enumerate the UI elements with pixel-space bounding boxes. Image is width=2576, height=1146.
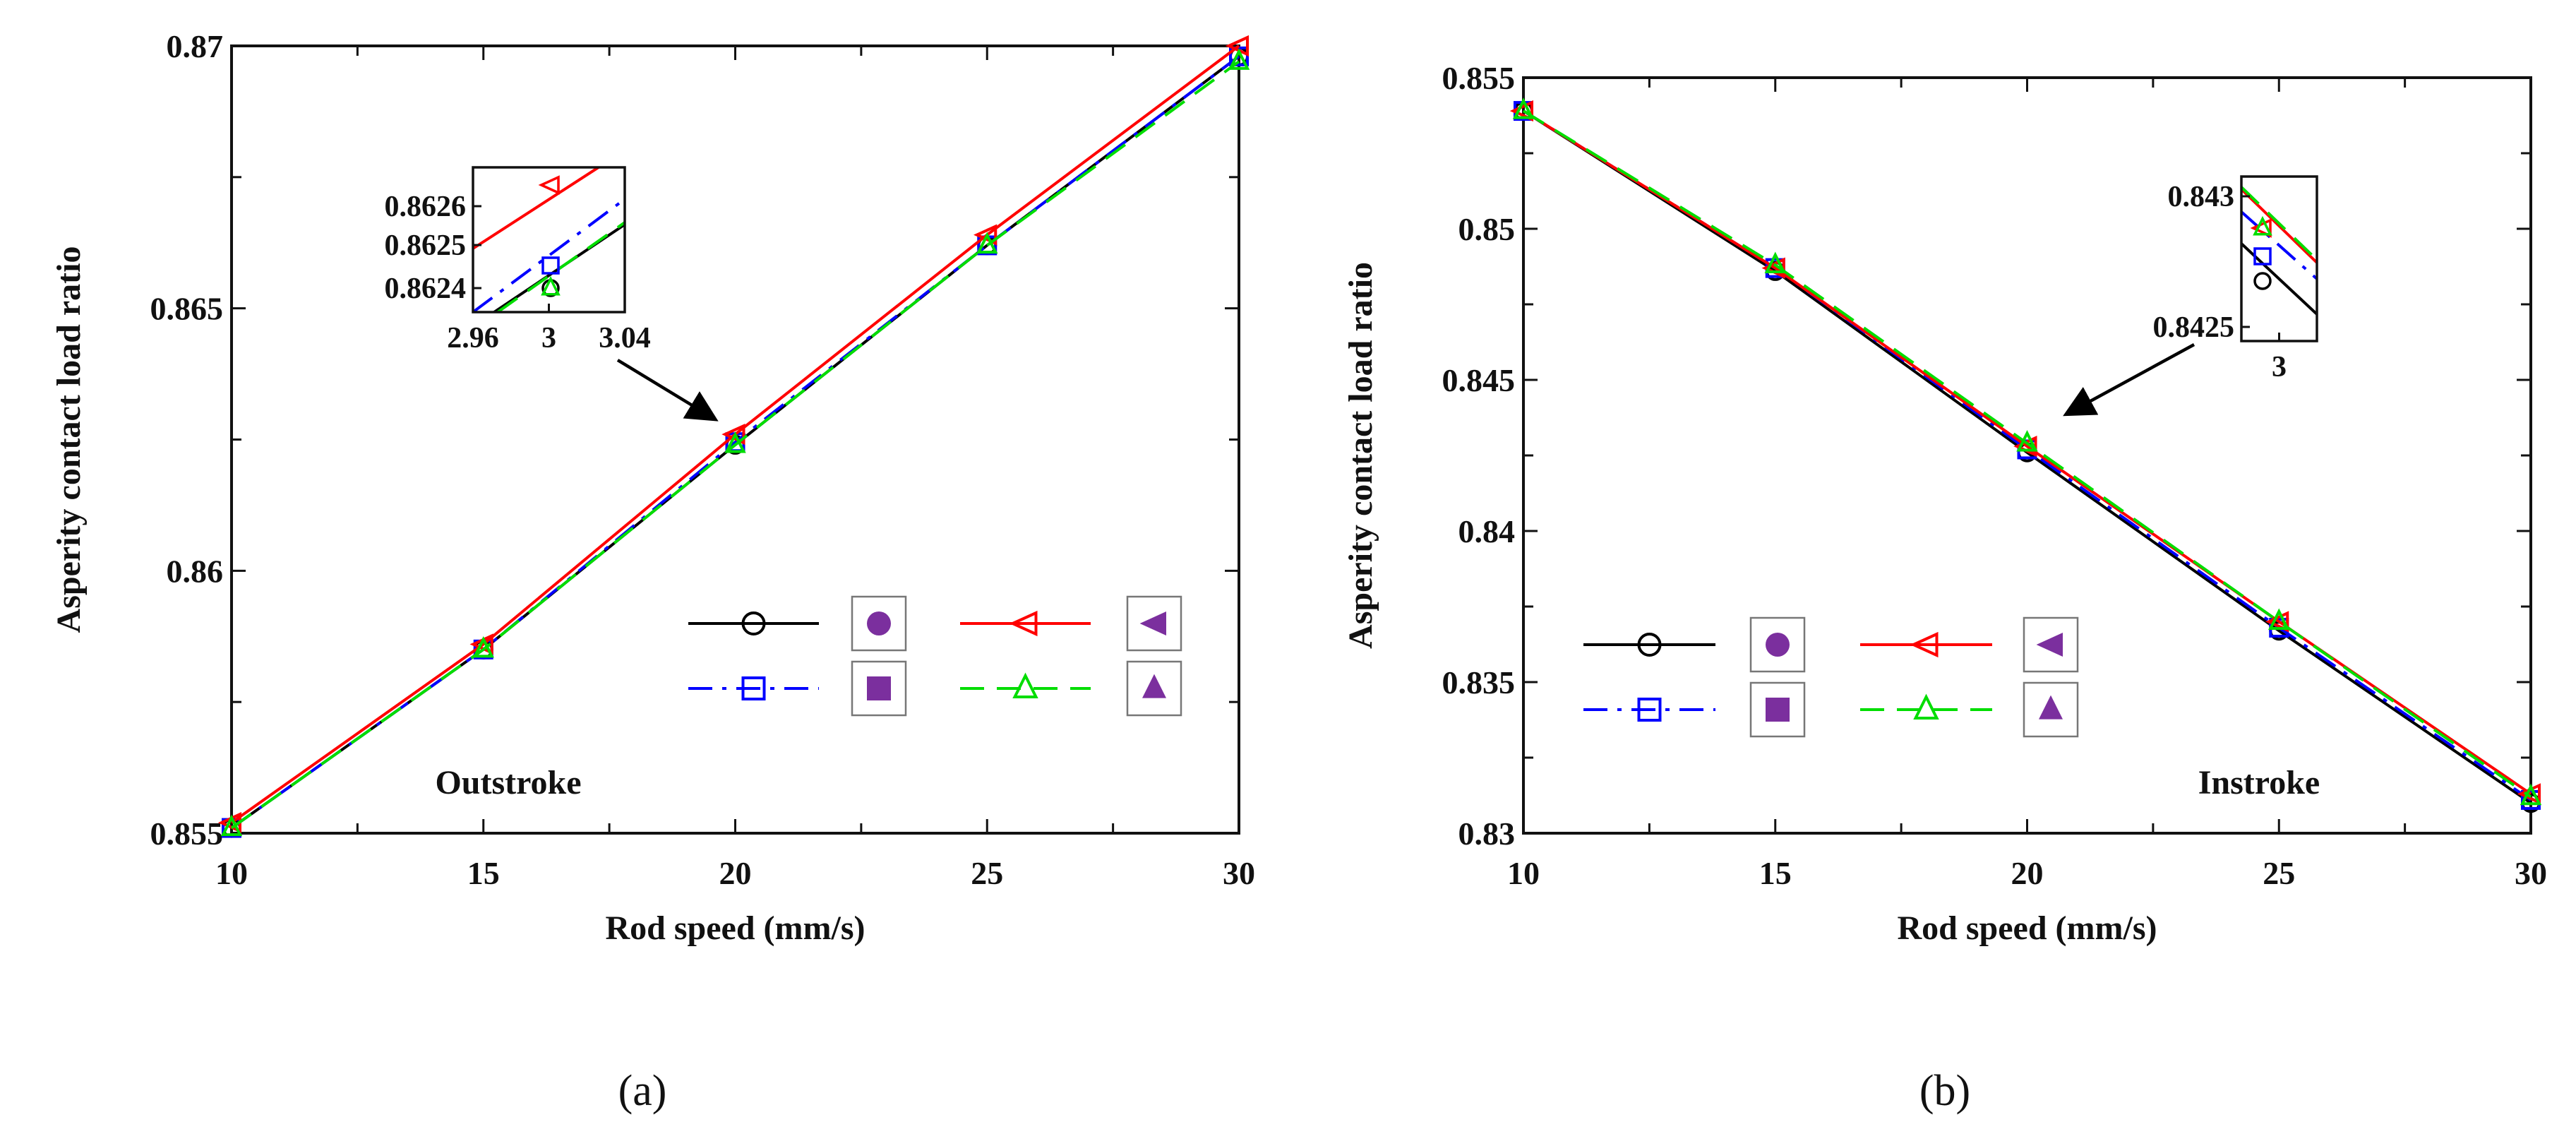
y-tick-label: 0.855 [1442, 60, 1516, 96]
panel-a: 10 15 20 25 30 0.855 0.86 0.865 0.87 Rod speed (m… [50, 28, 1255, 1115]
zoom-arrow [616, 359, 719, 422]
y-axis-label: Asperity contact load ratio [1342, 262, 1379, 649]
data-point-s4 [220, 814, 243, 837]
inset-data-point-s4 [541, 275, 561, 296]
inset-lines [2241, 186, 2317, 316]
data-point-s4 [2520, 783, 2542, 806]
inset-series-line-3 [473, 167, 601, 250]
inset-data-point-s3 [2250, 218, 2272, 238]
legend-marker-4 [1012, 672, 1038, 698]
y-tick-label: 0.87 [167, 28, 224, 64]
legend-filled-marker-2 [1766, 698, 1790, 722]
legend-marker-3 [1009, 610, 1038, 637]
x-axis-label: Rod speed (mm/s) [606, 909, 865, 947]
inset-x-tick-label: 3.04 [599, 322, 651, 354]
y-tick-label: 0.865 [150, 291, 224, 327]
data-point-s4 [1764, 251, 1786, 273]
y-axis-label: Asperity contact load ratio [50, 246, 88, 633]
x-tick-label: 25 [2263, 855, 2295, 891]
series-line-4 [230, 60, 1240, 830]
inset-y-tick-label: 0.8626 [385, 191, 467, 223]
legend-filled-marker-1 [867, 611, 891, 635]
inset-y-tick-label: 0.8625 [385, 229, 467, 262]
x-tick-label: 15 [1759, 855, 1792, 891]
inset-x-tick-label: 2.96 [447, 322, 499, 354]
data-point-s4 [472, 635, 494, 658]
series-line-4 [1522, 109, 2532, 799]
inset-zoom: 3 0.843 0.8425 [2153, 175, 2318, 383]
legend-marker-2 [1637, 698, 1662, 722]
inset-zoom: 2.96 3 3.04 0.8626 0.8625 0.8624 [385, 166, 651, 354]
y-tick-label: 0.855 [150, 816, 224, 852]
data-point-s2 [1229, 46, 1249, 66]
inset-x-tick-label: 3 [541, 322, 556, 354]
inset-data-point-s2 [2253, 247, 2272, 265]
x-tick-label: 30 [1223, 855, 1255, 891]
inset-series-line-2 [473, 198, 625, 312]
data-point-s4 [724, 431, 746, 453]
x-tick-label: 25 [971, 855, 1003, 891]
x-axis-label: Rod speed (mm/s) [1898, 909, 2157, 947]
inset-x-tick-label: 3 [2272, 351, 2287, 383]
legend-filled-marker-3 [1139, 611, 1166, 635]
inset-y-tick-label: 0.8624 [385, 273, 467, 305]
legend-marker-1 [741, 611, 766, 635]
y-tick-label: 0.85 [1458, 211, 1516, 247]
panel-caption: (b) [1919, 1067, 1970, 1115]
legend-filled-marker-3 [2036, 633, 2063, 657]
y-tick-label: 0.835 [1442, 664, 1516, 700]
inset-series-line-2 [2241, 210, 2317, 280]
y-tick-label: 0.84 [1458, 513, 1516, 549]
x-tick-label: 10 [1507, 855, 1540, 891]
x-tick-label: 30 [2515, 855, 2547, 891]
panel-b: 10 15 20 25 30 0.83 0.835 0.84 0.845 0.85 0.855 Rod… [1342, 60, 2547, 1115]
legend-filled-marker-4 [2039, 695, 2063, 720]
x-tick-label: 20 [719, 855, 752, 891]
inset-data-point-s2 [541, 256, 560, 275]
zoom-arrow [2063, 343, 2195, 417]
data-point-s3 [1509, 100, 1533, 122]
inset-series-line-3 [2241, 188, 2317, 264]
inset-data-point-s3 [538, 175, 560, 195]
legend-marker-2 [741, 676, 766, 700]
data-point-s4 [1228, 48, 1250, 70]
inset-y-tick-label: 0.843 [2168, 181, 2235, 213]
legend-marker-4 [1913, 693, 1939, 720]
inset-series-line-4 [496, 221, 625, 312]
y-tick-label: 0.83 [1458, 816, 1516, 852]
data-point-s4 [2016, 430, 2038, 452]
x-tick-label: 10 [215, 855, 248, 891]
y-tick-label: 0.845 [1442, 362, 1516, 398]
inset-y-tick-label: 0.8425 [2153, 311, 2235, 344]
panel-caption: (a) [618, 1067, 667, 1115]
legend-filled-marker-4 [1142, 674, 1166, 698]
inset-series-line-4 [2241, 186, 2317, 261]
x-tick-label: 20 [2011, 855, 2044, 891]
y-tick-label: 0.86 [167, 553, 224, 589]
data-point-s4 [976, 232, 998, 254]
inset-data-point-s1 [2253, 272, 2272, 290]
inset-lines [473, 167, 625, 312]
legend-marker-3 [1910, 631, 1939, 658]
data-point-s4 [1512, 97, 1535, 119]
legend-filled-marker-2 [867, 676, 891, 700]
legend-marker-1 [1637, 633, 1662, 657]
inset-data-point-s4 [2253, 215, 2272, 236]
x-tick-label: 15 [467, 855, 500, 891]
stroke-annotation: Instroke [2198, 764, 2320, 801]
data-point-s4 [2268, 608, 2290, 630]
data-point-s3 [2265, 611, 2289, 633]
legend-filled-box-2 [851, 660, 907, 717]
stroke-annotation: Outstroke [435, 764, 581, 801]
legend-filled-marker-1 [1766, 633, 1790, 657]
